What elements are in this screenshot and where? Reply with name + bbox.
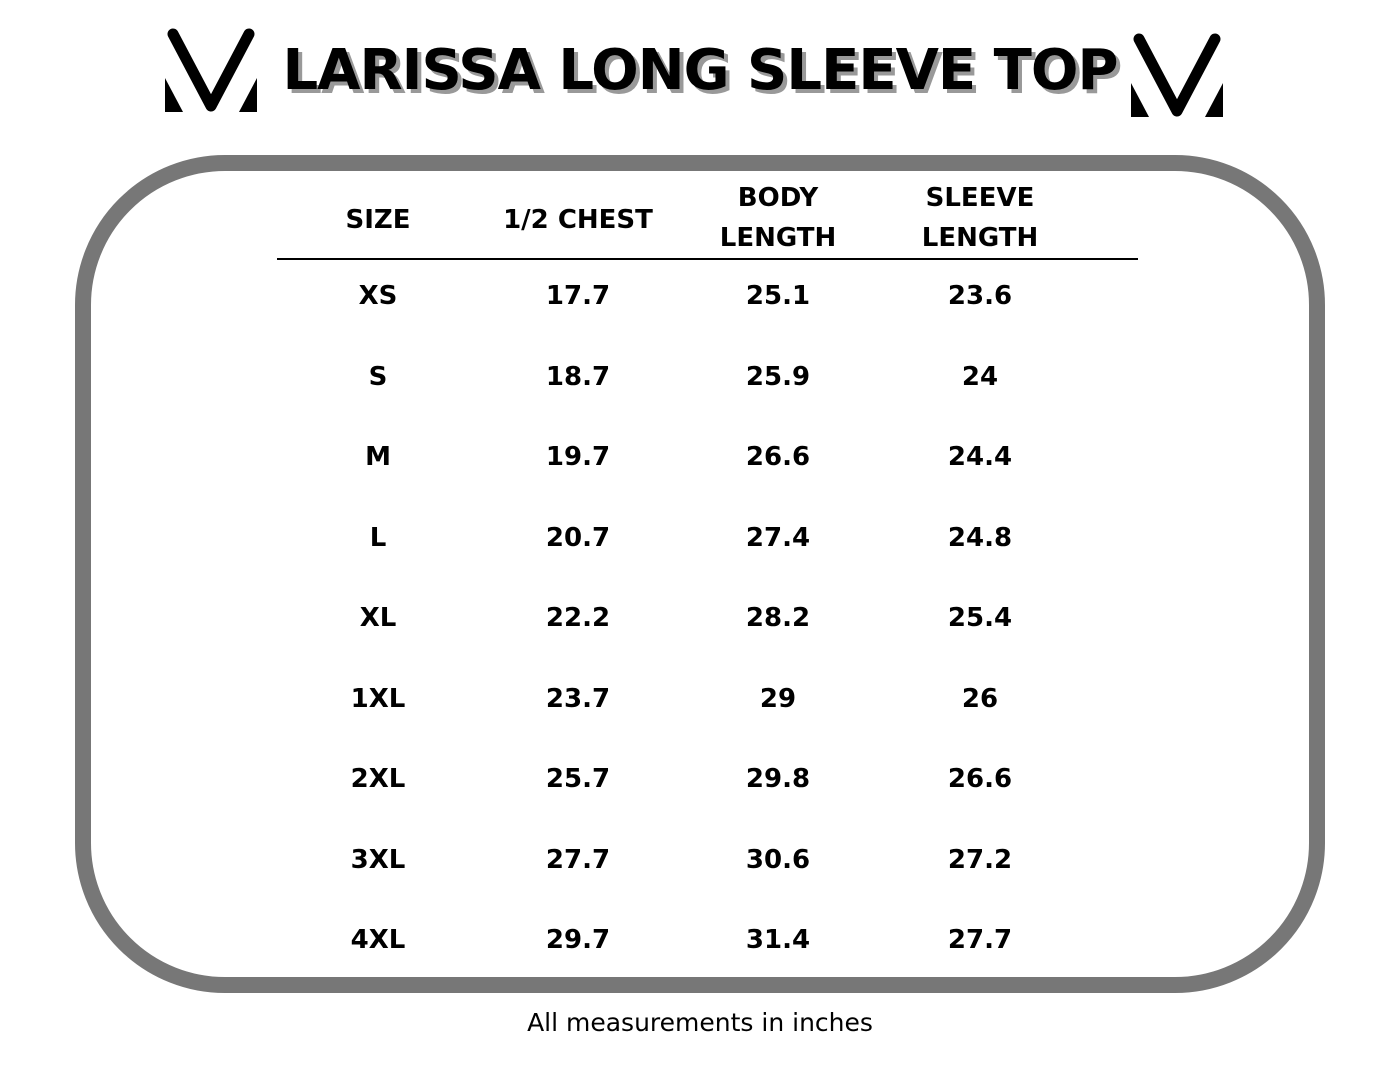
- measurement-cell: 27.7: [545, 844, 611, 875]
- measurement-cell: 29.8: [745, 764, 811, 794]
- measurement-cell: 29.7: [545, 925, 611, 955]
- column-header: SIZE: [345, 205, 411, 235]
- page-title: LARISSA LONG SLEEVE TOP: [282, 38, 1118, 103]
- measurement-cell: 25.9: [745, 361, 811, 392]
- column-header: LENGTH: [921, 223, 1039, 253]
- size-label: L: [369, 522, 387, 553]
- measurement-cell: 19.7: [545, 442, 611, 472]
- brand-logo-left: [165, 28, 257, 112]
- size-label: XL: [359, 603, 397, 633]
- brand-logo-right: [1131, 33, 1223, 117]
- measurement-cell: 30.6: [745, 844, 811, 875]
- measurement-cell: 23.7: [545, 683, 611, 714]
- measurement-cell: 25.7: [545, 764, 611, 794]
- measurement-cell: 22.2: [545, 603, 611, 633]
- size-label: 4XL: [350, 925, 406, 955]
- measurement-cell: 24: [961, 361, 999, 392]
- size-label: XS: [358, 281, 398, 311]
- column-header: 1/2 CHEST: [503, 205, 653, 235]
- measurement-cell: 29: [759, 683, 797, 714]
- measurement-cell: 31.4: [745, 925, 811, 955]
- footnote: All measurements in inches: [527, 1008, 873, 1037]
- measurement-cell: 27.4: [745, 522, 811, 553]
- measurement-cell: 24.8: [947, 522, 1013, 553]
- size-label: 1XL: [350, 683, 406, 714]
- column-header: BODY: [737, 183, 819, 213]
- size-chart-frame: [75, 155, 1325, 993]
- column-header: LENGTH: [719, 223, 837, 253]
- measurement-cell: 24.4: [947, 442, 1013, 472]
- measurement-cell: 27.7: [947, 925, 1013, 955]
- measurement-cell: 18.7: [545, 361, 611, 392]
- size-label: S: [368, 361, 388, 392]
- measurement-cell: 27.2: [947, 844, 1013, 875]
- size-label: 3XL: [350, 844, 406, 875]
- measurement-cell: 23.6: [947, 281, 1013, 311]
- column-header: SLEEVE: [925, 183, 1035, 213]
- size-label: M: [365, 442, 391, 472]
- measurement-cell: 26.6: [947, 764, 1013, 794]
- measurement-cell: 28.2: [745, 603, 811, 633]
- size-label: 2XL: [350, 764, 406, 794]
- measurement-cell: 26.6: [745, 442, 811, 472]
- measurement-cell: 20.7: [545, 522, 611, 553]
- measurement-cell: 26: [961, 683, 999, 714]
- measurement-cell: 25.4: [947, 603, 1013, 633]
- measurement-cell: 17.7: [545, 281, 611, 311]
- measurement-cell: 25.1: [745, 281, 811, 311]
- header-divider: [277, 258, 1138, 260]
